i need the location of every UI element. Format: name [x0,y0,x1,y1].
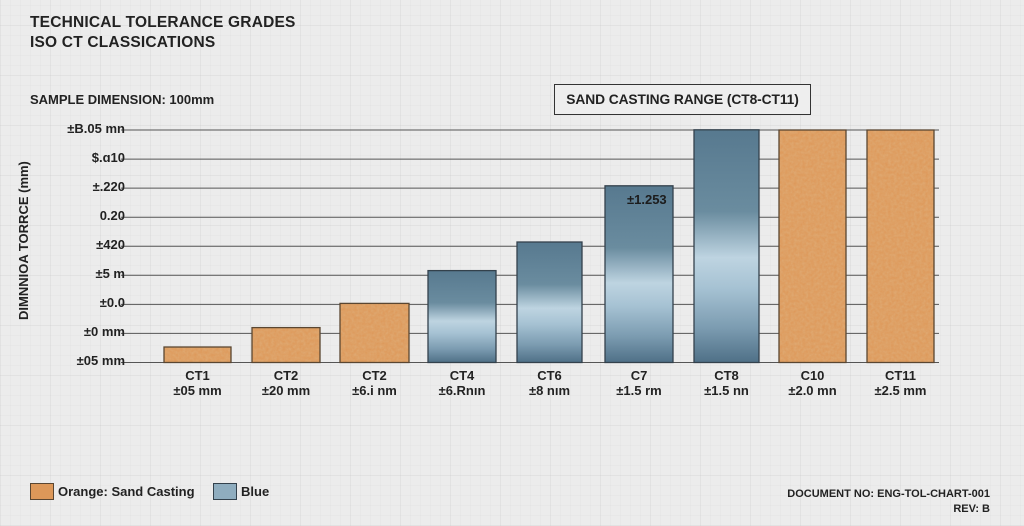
svg-text:±1.253: ±1.253 [627,192,667,207]
